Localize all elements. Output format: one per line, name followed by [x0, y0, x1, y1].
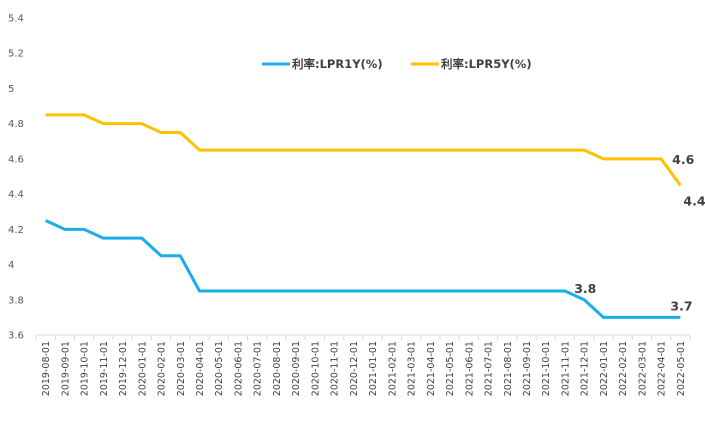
y-tick-label: 4: [8, 260, 14, 271]
x-tick-label: 2021-06-01: [464, 341, 475, 396]
x-tick-label: 2019-12-01: [118, 341, 129, 396]
legend-label: 利率:LPR1Y(%): [291, 57, 383, 71]
legend: 利率:LPR1Y(%) 利率:LPR5Y(%): [262, 57, 532, 71]
y-tick-label: 5: [8, 84, 14, 95]
x-tick-label: 2021-04-01: [426, 341, 437, 396]
x-axis: 2019-08-01 2019-09-01 2019-10-01 2019-11-01…: [35, 335, 691, 396]
x-tick-label: 2021-08-01: [503, 341, 514, 396]
x-tick-label: 2020-06-01: [233, 341, 244, 396]
x-tick-label: 2021-09-01: [522, 341, 533, 396]
x-tick-label: 2020-03-01: [176, 341, 187, 396]
x-tick-label: 2021-01-01: [368, 341, 379, 396]
x-tick-label: 2021-12-01: [580, 341, 591, 396]
y-tick-label: 3.8: [8, 295, 24, 306]
y-tick-label: 5.4: [8, 14, 24, 25]
x-tick-label: 2021-03-01: [407, 341, 418, 396]
x-tick-label: 2020-08-01: [272, 341, 283, 396]
x-tick-label: 2022-02-01: [618, 341, 629, 396]
x-tick-label: 2020-09-01: [291, 341, 302, 396]
x-tick-label: 2020-05-01: [214, 341, 225, 396]
x-tick-label: 2020-12-01: [349, 341, 360, 396]
y-tick-label: 4.4: [8, 190, 24, 201]
x-tick-label: 2020-02-01: [157, 341, 168, 396]
x-tick-label: 2020-10-01: [310, 341, 321, 396]
series-line-lpr1y: [44, 219, 681, 319]
y-tick-label: 4.6: [8, 154, 24, 165]
series-line-lpr5y: [45, 113, 682, 187]
y-tick-label: 4.8: [8, 119, 24, 130]
x-tick-label: 2021-10-01: [541, 341, 552, 396]
data-label: 4.45: [683, 193, 705, 208]
x-tick-label: 2022-05-01: [676, 341, 687, 396]
y-axis: 3.6 3.8 4 4.2 4.4 4.6 4.8 5 5.2 5.4: [8, 14, 24, 342]
x-tick-label: 2020-01-01: [137, 341, 148, 396]
y-tick-label: 3.6: [8, 331, 24, 342]
data-label: 3.8: [574, 281, 596, 296]
data-labels: 3.8 3.7 4.6 4.45: [574, 152, 705, 314]
x-tick-label: 2022-04-01: [657, 341, 668, 396]
x-tick-label: 2019-10-01: [80, 341, 91, 396]
legend-label: 利率:LPR5Y(%): [440, 57, 532, 71]
x-tick-label: 2021-02-01: [387, 341, 398, 396]
data-label: 3.7: [670, 298, 692, 313]
x-tick-label: 2022-01-01: [599, 341, 610, 396]
x-tick-label: 2021-07-01: [484, 341, 495, 396]
x-tick-label: 2020-11-01: [330, 341, 341, 396]
x-tick-label: 2022-03-01: [637, 341, 648, 396]
x-tick-label: 2021-05-01: [445, 341, 456, 396]
x-tick-label: 2019-11-01: [99, 341, 110, 396]
x-tick-label: 2020-04-01: [195, 341, 206, 396]
y-tick-label: 4.2: [8, 225, 24, 236]
y-tick-label: 5.2: [8, 49, 24, 60]
x-tick-label: 2019-09-01: [60, 341, 71, 396]
data-label: 4.6: [672, 152, 694, 167]
x-tick-label: 2020-07-01: [253, 341, 264, 396]
x-tick-label: 2019-08-01: [41, 341, 52, 396]
x-tick-label: 2021-11-01: [560, 341, 571, 396]
series-layer: [44, 113, 682, 319]
